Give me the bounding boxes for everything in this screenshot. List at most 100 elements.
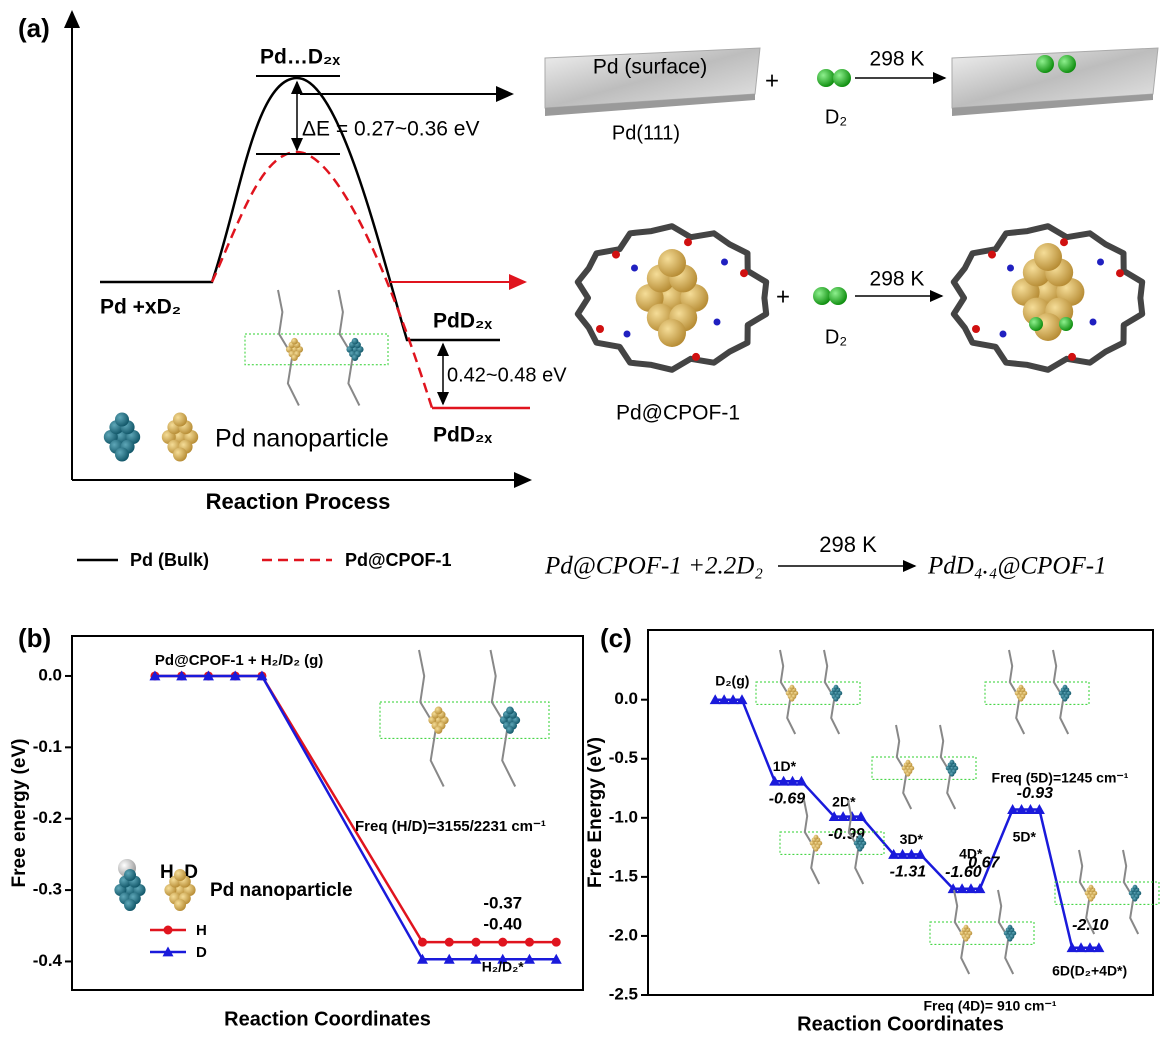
marker — [956, 883, 968, 894]
marker — [1093, 942, 1105, 953]
y-tick-label: -0.3 — [33, 880, 62, 899]
marker — [444, 937, 454, 947]
legend-label: D — [196, 944, 207, 961]
atom — [173, 447, 187, 462]
inset-molecule — [823, 649, 841, 735]
atom — [623, 330, 631, 338]
marker — [550, 953, 562, 964]
atom — [434, 706, 443, 715]
marker — [888, 848, 900, 859]
slab-label: Pd (surface) — [593, 56, 707, 79]
marker — [443, 953, 455, 964]
y-axis-label: Free energy (eV) — [9, 739, 30, 888]
atom — [692, 352, 700, 361]
atom — [115, 412, 129, 427]
marker — [769, 775, 781, 786]
atom — [351, 354, 359, 361]
annotation: Pd@CPOF-1 + H₂/D₂ (g) — [155, 652, 323, 669]
y-tick-label: -2.0 — [609, 925, 638, 944]
atom — [658, 319, 686, 347]
atom — [1007, 264, 1014, 272]
atom — [1036, 55, 1054, 73]
atom — [124, 899, 136, 911]
marker — [1066, 942, 1078, 953]
state-label: 5D* — [1013, 828, 1037, 844]
atom — [291, 354, 298, 361]
molecule-label: D₂ — [825, 326, 847, 348]
marker — [229, 670, 241, 681]
inset-molecule — [939, 724, 957, 810]
marker — [947, 883, 959, 894]
value-label: -0.93 — [1017, 785, 1054, 802]
marker — [709, 694, 721, 705]
atom — [1068, 352, 1076, 361]
state-label: 2D* — [832, 793, 856, 809]
marker — [914, 848, 926, 859]
plot-frame — [71, 635, 584, 991]
plot-frame — [647, 629, 1154, 996]
atom — [817, 69, 835, 87]
atom — [1088, 896, 1094, 902]
marker — [498, 937, 508, 947]
x-axis-label: Reaction Process — [206, 489, 391, 514]
atom — [1060, 238, 1068, 247]
cpof-curve — [210, 150, 434, 409]
inset-molecule — [1052, 649, 1070, 735]
y-tick-label: 0.0 — [38, 665, 62, 684]
inset-molecule — [1078, 849, 1096, 935]
reactant-label: Pd +xD₂ — [100, 296, 181, 319]
inset-cell — [779, 831, 885, 855]
value-label: -0.99 — [828, 826, 865, 843]
inset-molecule — [953, 889, 971, 975]
y-axis-label: Free Energy (eV) — [585, 737, 606, 888]
atom — [972, 325, 980, 333]
x-axis-label: Reaction Coordinates — [224, 1008, 431, 1030]
atom — [789, 684, 795, 690]
atom — [963, 936, 969, 942]
atom — [829, 287, 847, 305]
plus: + — [765, 67, 779, 94]
atom — [721, 258, 728, 266]
ts-label: Pd…D₂ₓ — [260, 46, 340, 69]
marker — [897, 848, 909, 859]
value-label: -0.40 — [483, 914, 522, 933]
state-label: 6D(D₂+4D*) — [1052, 962, 1127, 978]
legend-label: Pd@CPOF-1 — [345, 550, 452, 570]
product-label: PdD₂ₓ — [433, 310, 492, 333]
marker — [497, 953, 509, 964]
atom — [1007, 936, 1013, 942]
marker — [787, 775, 799, 786]
inset-cell — [929, 921, 1035, 945]
y-tick-label: -1.0 — [609, 807, 638, 826]
inset-molecule — [337, 289, 361, 406]
atom — [963, 924, 969, 930]
temperature: 298 K — [870, 268, 925, 291]
state-label: 4D* — [959, 845, 983, 861]
annotation: Pd nanoparticle — [210, 880, 353, 901]
inset-cell — [984, 681, 1090, 705]
atom — [351, 337, 359, 345]
equation: Pd@CPOF-1 +2.2D₂ — [544, 553, 763, 580]
inset-cell — [871, 756, 977, 780]
delta-label: ΔE = 0.27~0.36 eV — [302, 118, 480, 141]
marker — [417, 937, 427, 947]
marker — [551, 937, 561, 947]
atom — [857, 846, 863, 852]
marker — [176, 670, 188, 681]
inset-cell — [244, 333, 389, 366]
atom — [174, 899, 186, 911]
atom — [291, 337, 298, 345]
atom — [833, 696, 839, 702]
x-axis-label: Reaction Coordinates — [797, 1013, 1004, 1035]
state-label: 3D* — [900, 831, 924, 847]
atom — [174, 869, 186, 881]
marker — [470, 953, 482, 964]
marker — [778, 775, 790, 786]
atom — [631, 264, 638, 272]
nanoparticle-label: Pd nanoparticle — [215, 425, 389, 453]
marker — [736, 694, 748, 705]
marker — [416, 953, 428, 964]
marker — [1007, 804, 1019, 814]
atom — [1029, 317, 1043, 331]
panel-a: (a) Pd…D₂ₓ ΔE = 0.27~0.36 eV Pd +xD₂ PdD… — [18, 10, 1159, 580]
